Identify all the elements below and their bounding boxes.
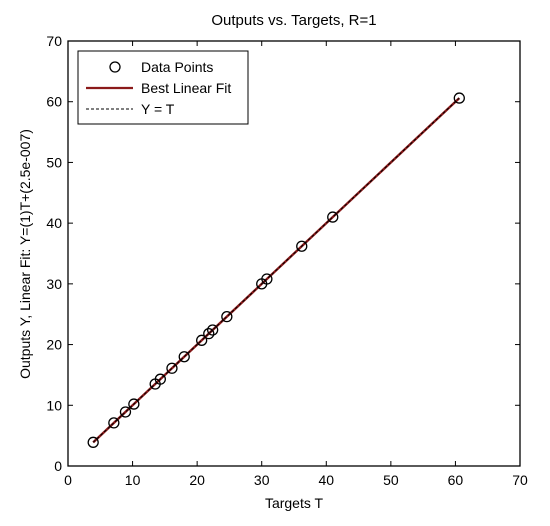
y-tick-label: 30 [46,276,62,292]
data-point [87,436,99,448]
y-tick-label: 50 [46,154,62,170]
x-axis-label: Targets T [265,495,324,511]
x-tick-label: 30 [254,472,270,488]
y-tick-label: 0 [54,458,62,474]
y-tick-label: 60 [46,94,62,110]
data-point [203,327,215,340]
y-tick-label: 40 [46,215,62,231]
legend-label-y-equals-t: Y = T [141,101,175,117]
x-tick-label: 60 [448,472,464,488]
legend-data-points-marker [109,61,121,73]
data-point [196,334,208,346]
data-point [128,398,140,410]
legend-label-data-points: Data Points [141,59,213,75]
legend-label-best-fit: Best Linear Fit [141,80,231,96]
y-axis-ticks: 0 10 20 30 40 50 60 70 [46,33,520,474]
plot-frame [67,40,521,467]
data-point [221,310,233,323]
y-tick-label: 70 [46,33,62,49]
data-point [327,211,339,223]
x-tick-label: 70 [512,472,528,488]
data-point [154,373,166,385]
legend: Data Points Best Linear Fit Y = T [77,50,249,125]
x-axis-ticks: 0 10 20 30 40 50 60 70 [64,41,528,488]
y-axis-label: Outputs Y, Linear Fit: Y=(1)T+(2.5e-007) [17,129,33,379]
data-point [206,324,219,336]
data-point [178,351,190,363]
plot-content [87,92,465,448]
x-tick-label: 10 [125,472,141,488]
x-tick-label: 20 [189,472,205,488]
data-point [119,406,132,418]
data-point [166,362,178,374]
data-point [108,417,120,429]
chart-title: Outputs vs. Targets, R=1 [211,12,376,29]
y-equals-t-line [92,97,460,443]
x-tick-label: 40 [318,472,334,488]
y-tick-label: 10 [46,397,62,413]
data-point [296,240,308,252]
x-tick-label: 50 [383,472,399,488]
y-tick-label: 20 [46,337,62,353]
x-tick-label: 0 [64,472,72,488]
data-point [453,92,465,104]
data-point [261,273,273,285]
